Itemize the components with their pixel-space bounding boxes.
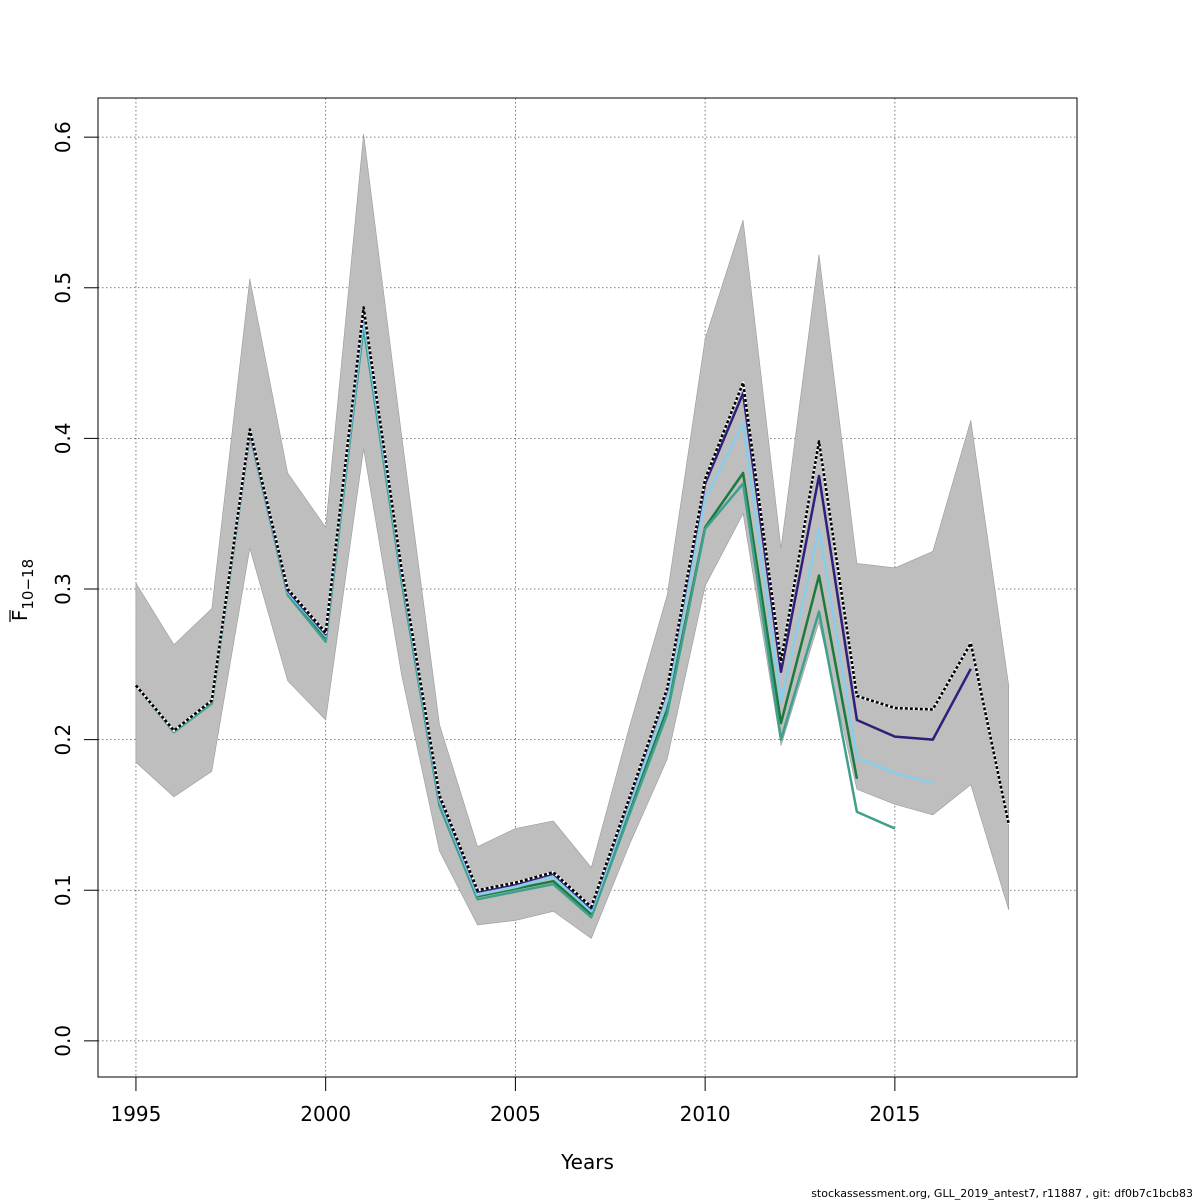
x-axis-title: Years xyxy=(560,1150,614,1174)
y-tick-label: 0.5 xyxy=(51,272,75,304)
y-axis-title: F10−18 xyxy=(8,559,37,622)
x-tick-label: 2010 xyxy=(680,1102,731,1126)
y-tick-label: 0.0 xyxy=(51,1025,75,1057)
svg-text:F10−18: F10−18 xyxy=(8,559,37,621)
y-axis: 0.0 0.1 0.2 0.3 0.4 0.5 0.6 xyxy=(51,121,99,1057)
x-tick-label: 2015 xyxy=(869,1102,920,1126)
series-layer xyxy=(134,306,1010,919)
x-axis: 1995 2000 2005 2010 2015 xyxy=(110,1076,920,1126)
y-tick-label: 0.4 xyxy=(51,422,75,454)
y-axis-title-subscript: 10−18 xyxy=(19,559,37,610)
y-tick-label: 0.6 xyxy=(51,121,75,153)
x-tick-label: 2000 xyxy=(300,1102,351,1126)
series-line-2018-final xyxy=(134,306,1010,909)
x-tick-label: 2005 xyxy=(490,1102,541,1126)
confidence-band xyxy=(135,134,1009,939)
y-tick-label: 0.1 xyxy=(51,874,75,906)
y-tick-label: 0.2 xyxy=(51,724,75,756)
confidence-band-layer xyxy=(135,134,1009,939)
y-axis-title-main: F xyxy=(8,610,32,622)
footnote: stockassessment.org, GLL_2019_antest7, r… xyxy=(811,1187,1193,1200)
y-tick-label: 0.3 xyxy=(51,573,75,605)
x-tick-label: 1995 xyxy=(110,1102,161,1126)
